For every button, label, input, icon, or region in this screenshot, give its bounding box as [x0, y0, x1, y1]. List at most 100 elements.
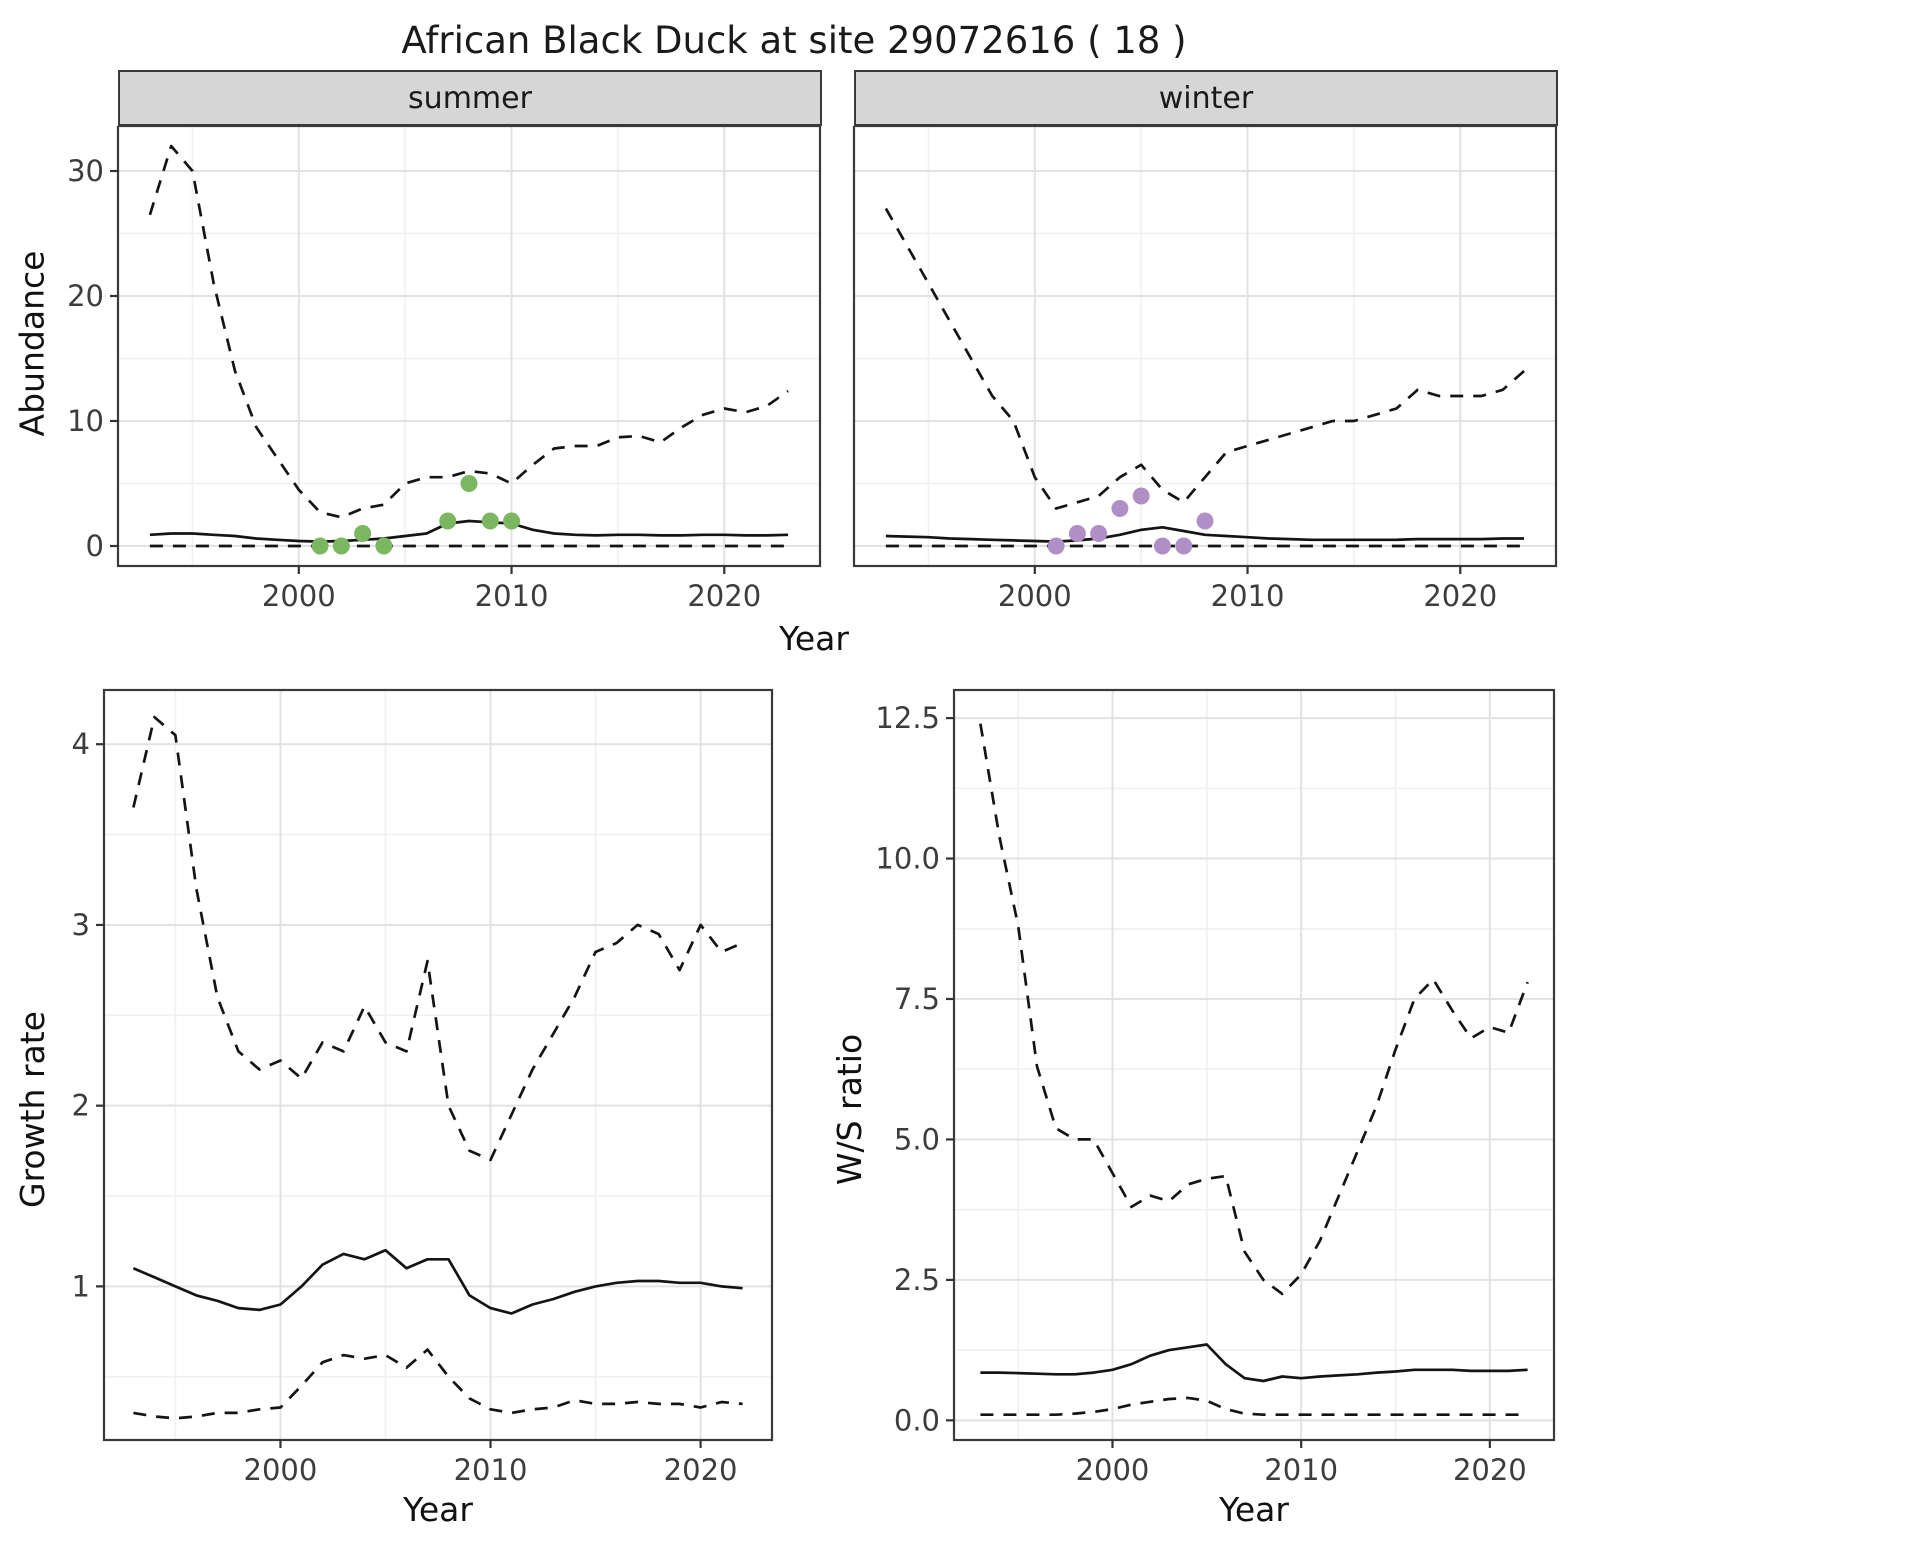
grid-minor	[104, 690, 772, 1440]
observation-point	[439, 512, 457, 530]
panel-background	[954, 690, 1554, 1440]
grid-minor	[118, 126, 820, 566]
growth-rate-y-axis-label: Growth rate	[12, 682, 52, 1536]
series-median	[132, 1248, 743, 1315]
panel-border	[116, 126, 822, 568]
x-tick-label: 2010	[1211, 579, 1285, 613]
ws-ratio-y-axis-label-text: W/S ratio	[830, 1033, 870, 1185]
y-axis-ticks: 0 10 20 30	[67, 154, 118, 563]
x-tick-label: 2020	[1423, 579, 1497, 613]
observation-point	[1132, 487, 1150, 505]
x-tick-label: 2000	[244, 1453, 318, 1487]
series-median	[149, 519, 789, 543]
grid-major	[954, 690, 1554, 1440]
x-axis-ticks: 2000 2010 2020	[998, 566, 1497, 613]
observation-point	[1090, 525, 1108, 542]
ws-ratio-plot: 2000 2010 2020 0.0 2.5 5.0 7.5 10.0 12.5	[875, 688, 1556, 1487]
series-lower-ci	[133, 1348, 743, 1420]
panel-border	[852, 126, 1558, 568]
y-tick-label: 30	[67, 154, 104, 188]
y-tick-label: 12.5	[875, 701, 940, 735]
growth-rate-block: Growth rate 2000 2010 2020 1 2 3 4 Year	[12, 682, 774, 1536]
summer-observations	[311, 475, 521, 555]
series-upper-ci	[884, 207, 1525, 510]
y-axis-ticks: 0.0 2.5 5.0 7.5 10.0 12.5	[875, 701, 954, 1437]
y-tick-label: 4	[72, 727, 90, 761]
growth-rate-x-axis-label: Year	[403, 1490, 473, 1529]
y-tick-label: 5.0	[894, 1122, 940, 1156]
y-tick-label: 10.0	[875, 842, 940, 876]
panel-background	[118, 126, 820, 566]
facet-strip-winter: winter	[854, 70, 1558, 126]
panel-border	[952, 688, 1556, 1442]
x-axis-ticks: 2000 2010 2020	[1076, 1440, 1527, 1487]
observation-point	[354, 525, 372, 542]
y-tick-label: 7.5	[894, 982, 940, 1016]
panel-background	[104, 690, 772, 1440]
series-lower-ci	[980, 1396, 1528, 1417]
abundance-winter-plot: 2000 2010 2020	[852, 126, 1558, 613]
observation-point	[1175, 537, 1193, 555]
chart-title: African Black Duck at site 29072616 ( 18…	[401, 19, 1187, 62]
ws-ratio-x-axis-label: Year	[1219, 1490, 1289, 1529]
y-tick-label: 2	[72, 1089, 90, 1123]
y-tick-label: 20	[67, 279, 104, 313]
abundance-y-axis-label: Abundance	[12, 70, 52, 616]
observation-point	[1153, 537, 1171, 555]
growth-rate-chart-col: 2000 2010 2020 1 2 3 4 Year	[52, 682, 774, 1536]
facet-panel-winter: winter 2000 2010 2020	[846, 70, 1576, 616]
observation-point	[1068, 525, 1086, 542]
y-tick-label: 3	[72, 908, 90, 942]
facet-strip-summer: summer	[118, 70, 822, 126]
series-upper-ci	[979, 723, 1529, 1296]
series-upper-ci	[132, 715, 744, 1162]
ws-ratio-y-axis-label: W/S ratio	[830, 682, 870, 1536]
facet-strip-summer-label: summer	[408, 80, 532, 116]
facet-panels: summer 2000 2010 2020 0 10 20 30 winter 2000 20…	[52, 70, 1576, 616]
y-tick-label: 0	[86, 529, 104, 563]
observation-point	[332, 537, 350, 555]
x-tick-label: 2000	[998, 579, 1072, 613]
ws-ratio-chart-col: 2000 2010 2020 0.0 2.5 5.0 7.5 10.0 12.5 Year	[870, 682, 1574, 1536]
abundance-x-axis-label: Year	[779, 619, 849, 658]
x-tick-label: 2000	[262, 579, 336, 613]
series-median	[980, 1343, 1528, 1383]
y-tick-label: 0.0	[894, 1403, 940, 1437]
panel-background	[854, 126, 1556, 566]
y-tick-label: 1	[72, 1269, 90, 1303]
x-tick-label: 2010	[475, 579, 549, 613]
observation-point	[503, 512, 521, 530]
facet-panel-summer: summer 2000 2010 2020 0 10 20 30	[52, 70, 822, 616]
y-axis-ticks: 1 2 3 4	[72, 727, 104, 1303]
x-tick-label: 2010	[1264, 1453, 1338, 1487]
ws-ratio-block: W/S ratio 2000 2010 2020 0.0 2.5 5.0 7.5 10.0 12…	[830, 682, 1574, 1536]
grid-major	[104, 690, 772, 1440]
abundance-row: Abundance summer 2000 2010 2020 0 10 20 30 win…	[12, 70, 1920, 616]
y-tick-label: 2.5	[894, 1263, 940, 1297]
growth-rate-y-axis-label-text: Growth rate	[12, 1010, 52, 1208]
x-tick-label: 2020	[664, 1453, 738, 1487]
x-tick-label: 2020	[1453, 1453, 1527, 1487]
x-tick-label: 2020	[687, 579, 761, 613]
x-tick-label: 2010	[454, 1453, 528, 1487]
bottom-row: Growth rate 2000 2010 2020 1 2 3 4 Year W/S ra…	[12, 682, 1920, 1536]
series-upper-ci	[148, 144, 789, 519]
x-tick-label: 2000	[1076, 1453, 1150, 1487]
grid-minor	[954, 690, 1554, 1440]
winter-observations	[1047, 487, 1214, 555]
abundance-summer-plot: 2000 2010 2020 0 10 20 30	[67, 126, 822, 613]
growth-rate-plot: 2000 2010 2020 1 2 3 4	[72, 688, 774, 1487]
observation-point	[1196, 512, 1214, 530]
facet-strip-winter-label: winter	[1158, 80, 1254, 116]
observation-point	[460, 475, 478, 492]
observation-point	[375, 537, 393, 555]
x-axis-ticks: 2000 2010 2020	[244, 1440, 738, 1487]
series-median	[885, 525, 1525, 543]
observation-point	[1111, 500, 1129, 517]
y-tick-label: 10	[67, 404, 104, 438]
observation-point	[1047, 537, 1065, 555]
abundance-y-axis-label-text: Abundance	[12, 250, 52, 436]
x-axis-ticks: 2000 2010 2020	[262, 566, 761, 613]
observation-point	[311, 537, 329, 555]
